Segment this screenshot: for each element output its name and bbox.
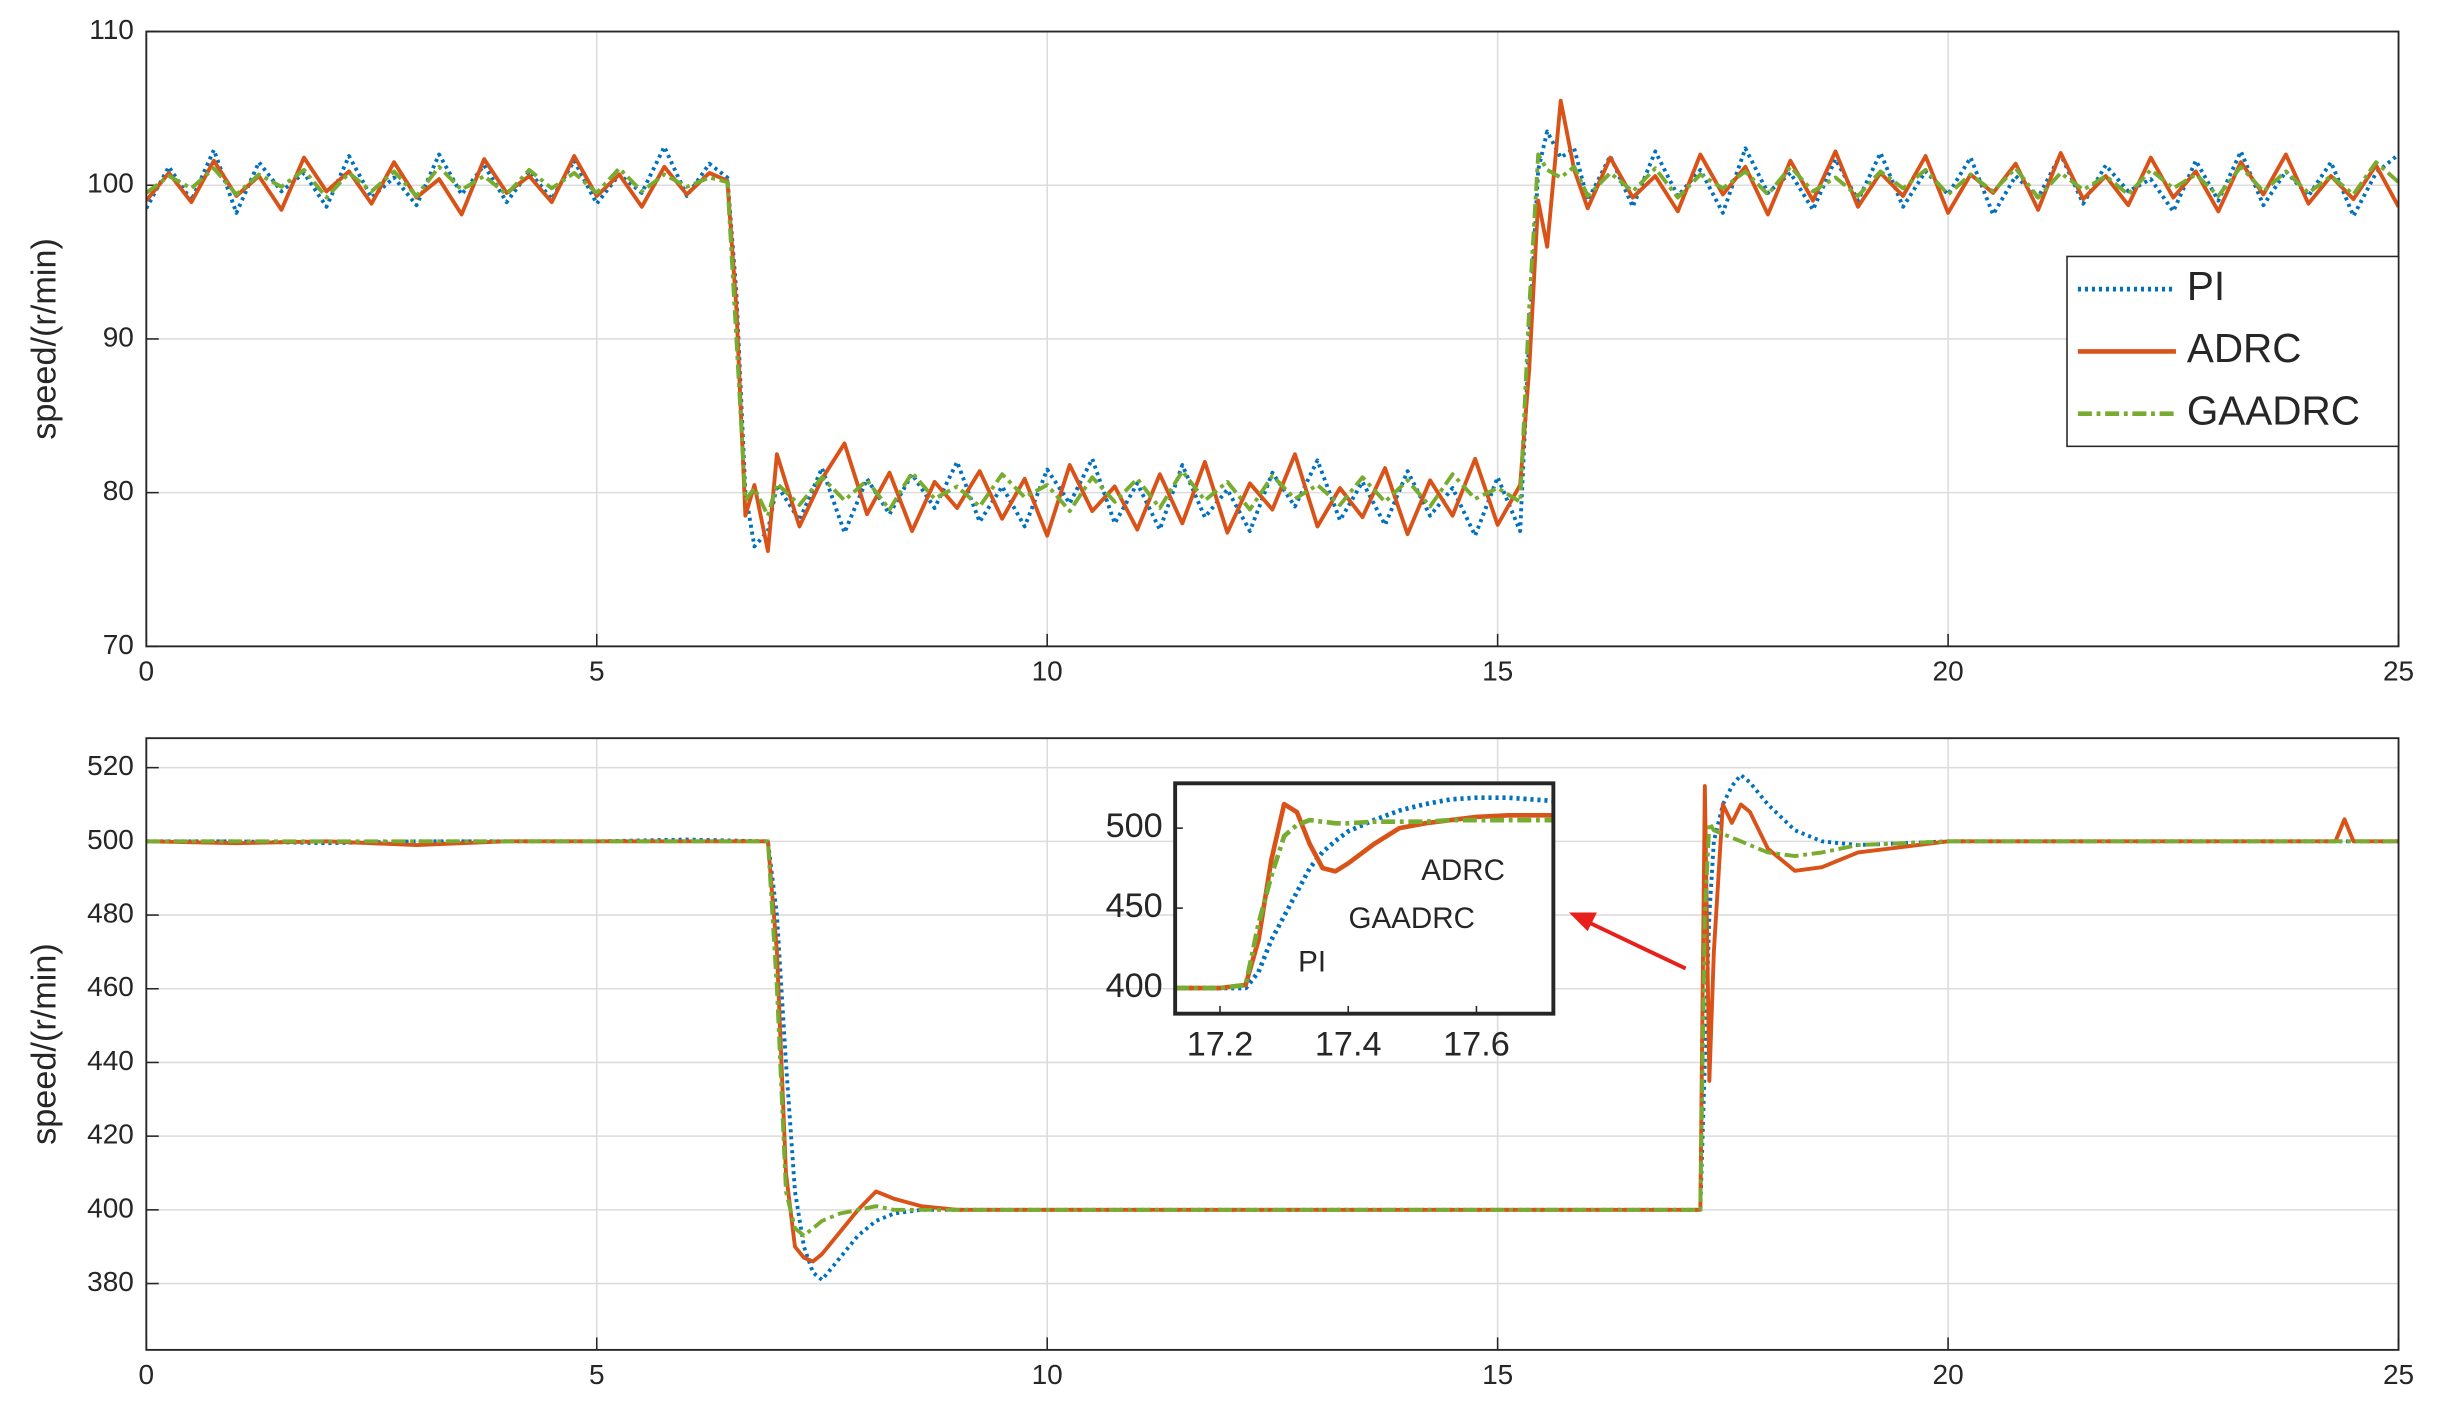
series-line (146, 129, 2399, 549)
x-tick-label: 5 (589, 1359, 605, 1390)
y-axis-label: speed/(r/min) (26, 238, 64, 440)
y-tick-label: 400 (1106, 967, 1163, 1005)
x-tick-label: 0 (139, 655, 155, 686)
legend-label: GAADRC (2187, 387, 2360, 433)
series-line (1175, 817, 1554, 991)
y-tick-label: 400 (87, 1192, 134, 1223)
x-tick-label: 17.6 (1443, 1025, 1510, 1063)
y-tick-label: 440 (87, 1045, 134, 1076)
annotation: GAADRC (1348, 902, 1474, 935)
arrow-head (1568, 912, 1597, 932)
x-tick-label: 25 (2383, 655, 2414, 686)
x-tick-label: 25 (2383, 1359, 2414, 1390)
y-tick-label: 80 (103, 475, 134, 506)
x-tick-label: 20 (1933, 655, 1964, 686)
y-tick-label: 480 (87, 897, 134, 928)
y-tick-label: 500 (1106, 807, 1163, 845)
y-tick-label: 100 (87, 168, 134, 199)
y-tick-label: 380 (87, 1266, 134, 1297)
y-tick-label: 70 (103, 629, 134, 660)
annotation: PI (1298, 946, 1326, 979)
x-tick-label: 17.2 (1187, 1025, 1254, 1063)
y-tick-label: 90 (103, 321, 134, 352)
x-tick-label: 15 (1482, 1359, 1513, 1390)
series-line (146, 820, 2399, 1238)
series-line (1175, 795, 1554, 991)
y-tick-label: 450 (1106, 887, 1163, 925)
y-tick-label: 460 (87, 971, 134, 1002)
legend-label: PI (2187, 263, 2225, 309)
series-line (146, 152, 2399, 518)
arrow-shaft (1589, 921, 1687, 971)
x-tick-label: 17.4 (1315, 1025, 1382, 1063)
y-axis-label: speed/(r/min) (26, 943, 64, 1145)
annotation: ADRC (1421, 854, 1505, 887)
axes-box (1173, 781, 1556, 1016)
x-tick-label: 20 (1933, 1359, 1964, 1390)
y-tick-label: 110 (89, 14, 134, 45)
x-tick-label: 5 (589, 655, 605, 686)
y-tick-label: 500 (87, 824, 134, 855)
x-tick-label: 0 (139, 1359, 155, 1390)
y-tick-label: 420 (87, 1119, 134, 1150)
x-tick-label: 10 (1032, 655, 1063, 686)
axes-box (145, 737, 2400, 1351)
x-tick-label: 15 (1482, 655, 1513, 686)
x-tick-label: 10 (1032, 1359, 1063, 1390)
legend-label: ADRC (2187, 325, 2302, 371)
y-tick-label: 520 (87, 750, 134, 781)
